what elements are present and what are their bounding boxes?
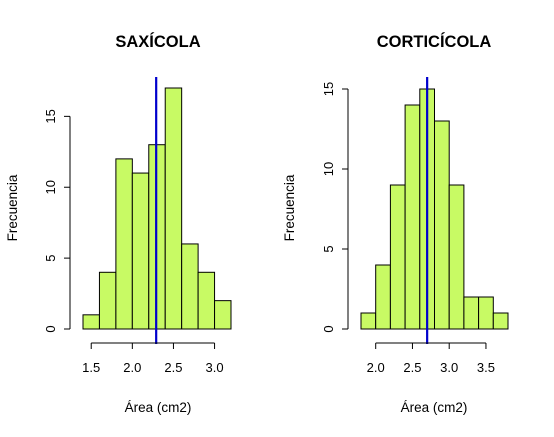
histogram-bar <box>82 314 100 330</box>
x-tick-label: 2.5 <box>164 360 182 375</box>
histogram-bar <box>164 87 183 330</box>
x-tick-label: 2.5 <box>403 360 421 375</box>
x-tick-label: 2.0 <box>123 360 141 375</box>
y-tick-label: 5 <box>43 255 58 262</box>
histogram-bar <box>434 120 450 330</box>
x-tick-label: 1.5 <box>82 360 100 375</box>
histogram-bar <box>389 184 406 330</box>
y-tick-label: 5 <box>321 245 336 252</box>
histogram-bar <box>360 312 377 330</box>
y-tick-label: 10 <box>43 180 58 194</box>
histogram-bar <box>463 296 480 330</box>
y-tick-label: 15 <box>321 82 336 96</box>
y-tick-label: 0 <box>43 325 58 332</box>
x-axis-label: Área (cm2) <box>401 400 468 415</box>
y-tick-label: 10 <box>321 162 336 176</box>
histogram-bar <box>98 271 117 330</box>
histogram-bar <box>448 184 465 330</box>
x-tick-label: 3.5 <box>477 360 495 375</box>
x-tick-label: 3.0 <box>206 360 224 375</box>
histogram-bar <box>404 104 421 330</box>
histogram-bar <box>375 264 391 330</box>
histogram-bar <box>214 300 232 330</box>
histogram-bar <box>115 158 133 330</box>
histogram-bar <box>131 172 150 330</box>
histogram-bar <box>478 296 494 330</box>
chart-title: SAXÍCOLA <box>115 32 200 51</box>
y-axis-label: Frecuencia <box>282 174 297 241</box>
y-tick-label: 0 <box>321 325 336 332</box>
x-tick-label: 3.0 <box>440 360 458 375</box>
histogram-bar <box>197 271 216 330</box>
histogram-bar <box>492 312 509 330</box>
y-axis-label: Frecuencia <box>5 174 20 241</box>
histogram-bar <box>181 243 199 330</box>
y-tick-label: 15 <box>43 109 58 123</box>
x-tick-label: 2.0 <box>367 360 385 375</box>
chart-title: CORTICÍCOLA <box>377 32 492 51</box>
x-axis-label: Área (cm2) <box>125 400 192 415</box>
